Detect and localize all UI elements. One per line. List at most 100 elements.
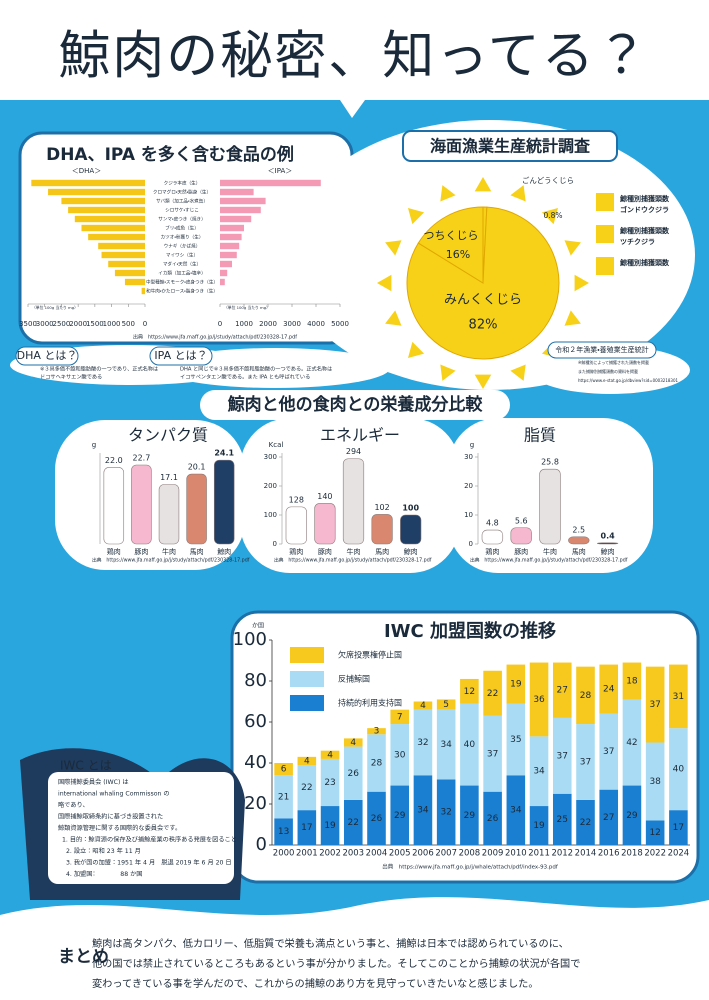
x-tick-label: 鯨肉: [601, 547, 615, 556]
x-tick-label: 3500: [19, 320, 37, 328]
note: https://www.e-stat.go.jp/dbview?sid=0003…: [578, 378, 678, 383]
bar-segment: [483, 791, 502, 845]
info-line: 2. 設立：昭和 23 年 11 月: [66, 847, 141, 855]
axis-unit: （単位 100g 当たり mg）: [32, 305, 78, 310]
bar: [131, 464, 152, 545]
source: 出典 https://www.jfa.maff.go.jp/j/study/at…: [92, 557, 250, 564]
segment-label: 22: [348, 818, 359, 828]
y-tick-label: 20: [464, 482, 473, 490]
bar-segment: [436, 779, 456, 845]
legend-label: 鯨種別捕獲頭数: [620, 258, 670, 267]
slice-value: 16%: [446, 248, 470, 261]
bar-segment: [460, 703, 479, 786]
bar-segment: [390, 785, 410, 845]
bar-segment: [436, 699, 456, 710]
segment-label: 30: [394, 750, 406, 760]
bar: [220, 188, 254, 196]
legend-sub: ゴンドウクジラ: [620, 205, 669, 214]
x-tick-label: 2000: [259, 320, 277, 328]
category-label: サバ類（加工品・水煮缶）: [156, 198, 208, 205]
segment-label: 32: [440, 808, 451, 818]
bar-segment: [669, 810, 688, 845]
sun-ray: [385, 310, 402, 326]
bar-segment: [343, 799, 363, 845]
bar: [61, 197, 145, 205]
segment-label: 3: [374, 727, 380, 737]
bar: [220, 251, 237, 259]
bar-segment: [483, 670, 502, 716]
bar-segment: [669, 728, 688, 811]
bar: [48, 188, 145, 196]
bar: [81, 224, 145, 232]
x-tick-label: 2012: [551, 849, 573, 859]
info-line: 略であり、: [58, 801, 89, 809]
sun-ray: [377, 274, 392, 292]
bar-segment: [622, 699, 642, 786]
slice-label: つちくじら: [424, 229, 479, 242]
slice-value: 0.8%: [543, 211, 562, 220]
x-tick-label: 馬肉: [572, 547, 586, 556]
x-tick-label: 2006: [412, 849, 434, 859]
bar-segment: [645, 742, 665, 821]
chart-title: 脂質: [524, 426, 556, 445]
sun-ray: [474, 177, 492, 192]
category-label: イカ類（加工品・塩辛）: [158, 270, 206, 277]
x-tick-label: 鶏肉: [107, 547, 121, 556]
bar: [114, 269, 145, 277]
category-label: クジラ本皮（生）: [164, 180, 201, 187]
y-tick-label: 0: [469, 540, 473, 548]
summary-line: 鯨肉は高タンパク、低カロリー、低脂質で栄養も満点という事と、捕鯨は日本では認めら…: [92, 937, 569, 950]
info-line: 3. 我が国の加盟：1951 年 4 月 脱退 2019 年 6 月 20 日: [66, 859, 232, 867]
x-tick-label: 2001: [296, 849, 318, 859]
y-tick-label: 80: [244, 670, 267, 691]
y-tick-label: 30: [464, 453, 473, 461]
sun-ray: [408, 208, 425, 225]
segment-label: 22: [580, 818, 591, 828]
x-tick-label: 牛肉: [162, 547, 176, 556]
x-tick-label: 2004: [366, 849, 388, 859]
chart-title: IWC 加盟国数の推移: [384, 620, 556, 642]
poster-title: 鯨肉の秘密、知ってる？: [58, 27, 649, 87]
category-label: 和牛肉・かたロース・脂身つき（生）: [146, 288, 218, 295]
segment-label: 27: [603, 813, 614, 823]
category-label: カツオ・秋獲り（生）: [161, 234, 204, 241]
bar: [220, 206, 261, 214]
x-tick-label: 2005: [389, 849, 411, 859]
bar-segment: [576, 799, 595, 845]
segment-label: 23: [324, 778, 335, 788]
legend-sub: ツチクジラ: [620, 237, 655, 246]
info-line: 国際捕鯨取締条約に基づき設置された: [58, 813, 163, 821]
callout-line: ※３具多価不飽和脂肪酸の一つであり、正式名称は: [40, 365, 158, 373]
x-tick-label: 馬肉: [190, 547, 204, 556]
note: また捕鯨別捕獲頭数の資料を掲載: [578, 368, 638, 374]
bar-segment: [343, 738, 363, 747]
note: 令和２年漁業・養殖業生産統計: [555, 345, 648, 354]
source: 出典 https://www.jfa.maff.go.jp/j/study/at…: [133, 334, 297, 341]
series-name: ＜DHA＞: [72, 167, 101, 175]
callout-line: イコサペンタエン酸である。また IPA とも呼ばれている: [180, 373, 310, 381]
sun-ray: [541, 208, 558, 225]
x-tick-label: 2011: [528, 849, 550, 859]
x-tick-label: 鶏肉: [289, 547, 303, 556]
x-tick-label: 2000: [273, 849, 295, 859]
source: 出典 https://www.jfa.maff.go.jp/j/study/at…: [274, 557, 432, 564]
bar-segment: [552, 793, 572, 845]
x-tick-label: 馬肉: [375, 547, 389, 556]
bar: [568, 536, 590, 545]
summary-line: 変わってきている事を学んだので、これからの捕鯨のあり方を見守っていきたいなと感じ…: [92, 977, 539, 990]
bar-segment: [576, 724, 595, 800]
bar: [31, 179, 145, 187]
x-tick-label: 2003: [342, 849, 364, 859]
section-title-box: [200, 390, 510, 420]
bar: [220, 215, 252, 223]
segment-label: 37: [649, 700, 660, 710]
sun-ray: [408, 341, 425, 358]
legend-swatch: [290, 671, 324, 687]
info-line: 鯨類資源管理に関する国際的な委員会です。: [58, 824, 181, 832]
category-label: ブリ・成魚（生）: [165, 225, 199, 232]
segment-label: 22: [487, 689, 498, 699]
callout-title: DHA とは？: [17, 349, 78, 362]
value-label: 2.5: [572, 525, 585, 534]
bar: [108, 260, 145, 268]
